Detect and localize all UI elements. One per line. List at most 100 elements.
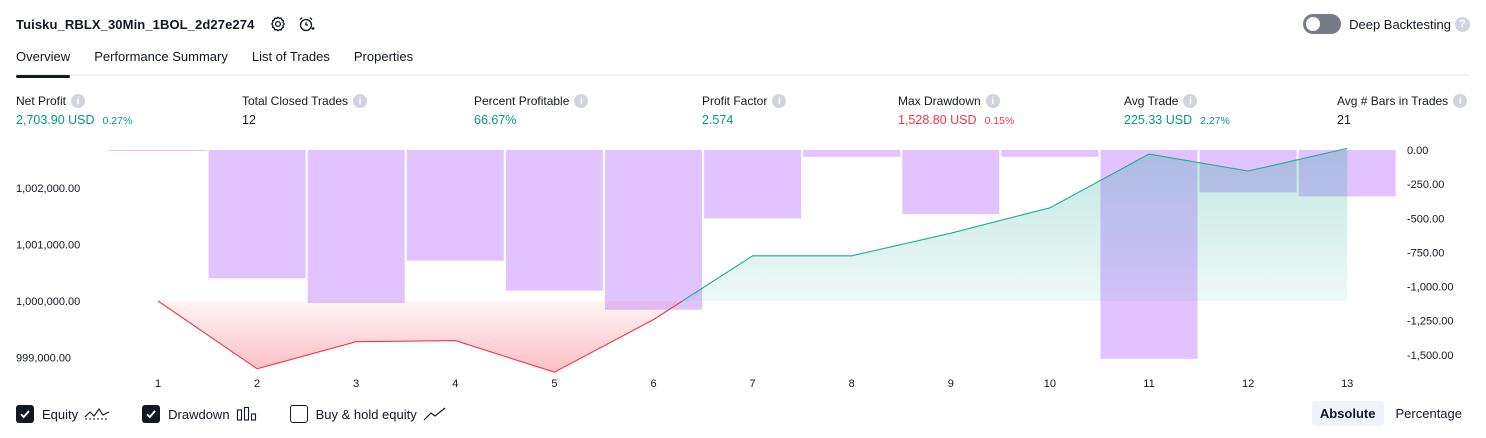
legend-drawdown-label: Drawdown: [168, 406, 230, 422]
drawdown-bar: [1001, 150, 1099, 157]
equity-line-profit: [682, 147, 1348, 302]
absolute-button[interactable]: Absolute: [1311, 401, 1384, 426]
left-axis-tick: 1,002,000.00: [16, 183, 80, 195]
tab-bar: Overview Performance Summary List of Tra…: [16, 44, 1470, 78]
metric-avg-trade: Avg Trade i 225.33 USD 2.27%: [1124, 93, 1230, 129]
right-axis-tick: -1,250.00: [1407, 316, 1453, 328]
metric-percent: 0.27%: [102, 115, 133, 127]
drawdown-bar: [208, 150, 306, 279]
drawdown-bars-icon: [236, 406, 258, 422]
metric-label: Profit Factor: [702, 94, 768, 108]
legend-equity-label: Equity: [42, 406, 79, 422]
metric-label: Percent Profitable: [474, 94, 570, 108]
x-axis-tick: 3: [353, 378, 359, 390]
tab-properties[interactable]: Properties: [353, 49, 414, 64]
right-axis-tick: -500.00: [1407, 213, 1444, 225]
metric-value: 66.67%: [474, 113, 517, 127]
x-axis-tick: 8: [849, 378, 855, 390]
drawdown-bar: [505, 150, 603, 291]
deep-backtesting: Deep Backtesting ?: [1303, 14, 1470, 34]
metric-value: 2,703.90 USD: [16, 113, 95, 127]
x-axis-tick: 9: [948, 378, 954, 390]
buy-hold-checkbox[interactable]: [289, 405, 308, 423]
x-axis-tick: 5: [551, 378, 557, 390]
right-axis-tick: -750.00: [1407, 247, 1444, 259]
legend-drawdown[interactable]: Drawdown: [142, 405, 257, 423]
right-axis-tick: -1,000.00: [1407, 282, 1453, 294]
right-axis-tick: -1,500.00: [1407, 350, 1453, 362]
metric-label: Max Drawdown: [898, 94, 981, 108]
metric-percent: 0.15%: [984, 115, 1015, 127]
x-axis-tick: 2: [254, 378, 260, 390]
drawdown-bar: [406, 150, 504, 261]
display-mode-switch: Absolute Percentage: [1308, 401, 1470, 426]
metric-net-profit: Net Profit i 2,703.90 USD 0.27%: [16, 93, 132, 129]
metric-label: Net Profit: [16, 94, 67, 108]
equity-area-profit: [682, 148, 1348, 301]
drawdown-checkbox[interactable]: [142, 405, 161, 423]
x-axis-tick: 4: [452, 378, 458, 390]
percentage-button[interactable]: Percentage: [1395, 406, 1463, 421]
equity-line-loss: [157, 300, 683, 373]
x-axis-tick: 12: [1242, 378, 1254, 390]
buy-hold-line-icon: [423, 406, 447, 422]
add-alert-icon[interactable]: [296, 14, 316, 34]
metric-label: Total Closed Trades: [242, 94, 349, 108]
info-icon[interactable]: i: [574, 94, 589, 108]
drawdown-bar: [605, 150, 702, 310]
drawdown-bar: [109, 150, 207, 151]
metric-value: 1,528.80 USD: [898, 113, 977, 127]
legend-buy-hold-label: Buy & hold equity: [315, 406, 417, 422]
strategy-header: Tuisku_RBLX_30Min_1BOL_2d27e274: [16, 12, 316, 36]
metric-value: 225.33 USD: [1124, 113, 1193, 127]
deep-backtesting-label: Deep Backtesting: [1349, 16, 1451, 32]
metric-value: 2.574: [702, 113, 734, 127]
drawdown-bar: [307, 150, 405, 303]
metric-value: 21: [1337, 113, 1351, 127]
metric-avg-bars-in-trades: Avg # Bars in Trades i 21: [1337, 93, 1468, 129]
info-icon[interactable]: i: [71, 94, 86, 108]
metric-profit-factor: Profit Factor i 2.574: [702, 93, 787, 129]
help-icon[interactable]: ?: [1455, 16, 1470, 32]
metric-percent-profitable: Percent Profitable i 66.67%: [474, 93, 589, 129]
x-axis-tick: 10: [1044, 378, 1056, 390]
left-axis-tick: 1,001,000.00: [16, 240, 80, 252]
info-icon[interactable]: i: [353, 94, 368, 108]
info-icon[interactable]: i: [772, 94, 787, 108]
info-icon[interactable]: i: [1183, 94, 1198, 108]
info-icon[interactable]: i: [1453, 94, 1468, 108]
deep-backtesting-toggle[interactable]: [1303, 14, 1342, 34]
drawdown-bar: [704, 150, 802, 219]
equity-checkbox[interactable]: [16, 405, 34, 423]
drawdown-bar: [803, 150, 901, 157]
x-axis-tick: 13: [1341, 378, 1353, 390]
left-axis-tick: 1,000,000.00: [16, 296, 80, 308]
equity-line-icon: [84, 406, 110, 422]
legend-buy-hold[interactable]: Buy & hold equity: [289, 405, 447, 423]
right-axis-tick: -250.00: [1407, 179, 1444, 191]
legend-equity[interactable]: Equity: [16, 405, 110, 423]
chart-legend: Equity Drawdown Buy & hold equity: [16, 403, 479, 425]
metric-value: 12: [242, 113, 256, 127]
metric-label: Avg # Bars in Trades: [1337, 94, 1449, 108]
right-axis-tick: 0.00: [1407, 145, 1428, 157]
equity-drawdown-chart[interactable]: 1,002,000.00 1,001,000.00 1,000,000.00 999,…: [0, 140, 1486, 396]
x-axis-tick: 7: [750, 378, 756, 390]
x-axis-tick: 1: [155, 378, 161, 390]
metric-total-closed-trades: Total Closed Trades i 12: [242, 93, 368, 129]
x-axis-tick: 11: [1143, 378, 1154, 390]
tab-overview[interactable]: Overview: [16, 44, 71, 78]
equity-area-loss: [158, 301, 683, 373]
metric-label: Avg Trade: [1124, 94, 1179, 108]
info-icon[interactable]: i: [985, 94, 1000, 108]
left-axis-tick: 999,000.00: [16, 353, 71, 365]
x-axis-tick: 6: [650, 378, 656, 390]
strategy-title: Tuisku_RBLX_30Min_1BOL_2d27e274: [16, 16, 255, 32]
tab-list-of-trades[interactable]: List of Trades: [251, 49, 330, 64]
settings-icon[interactable]: [268, 14, 288, 34]
drawdown-bar: [902, 150, 1000, 215]
tab-performance-summary[interactable]: Performance Summary: [94, 49, 228, 64]
metric-percent: 2.27%: [1200, 115, 1230, 127]
metric-max-drawdown: Max Drawdown i 1,528.80 USD 0.15%: [898, 93, 1014, 129]
metrics-row: Net Profit i 2,703.90 USD 0.27% Total Clos…: [0, 93, 1486, 133]
